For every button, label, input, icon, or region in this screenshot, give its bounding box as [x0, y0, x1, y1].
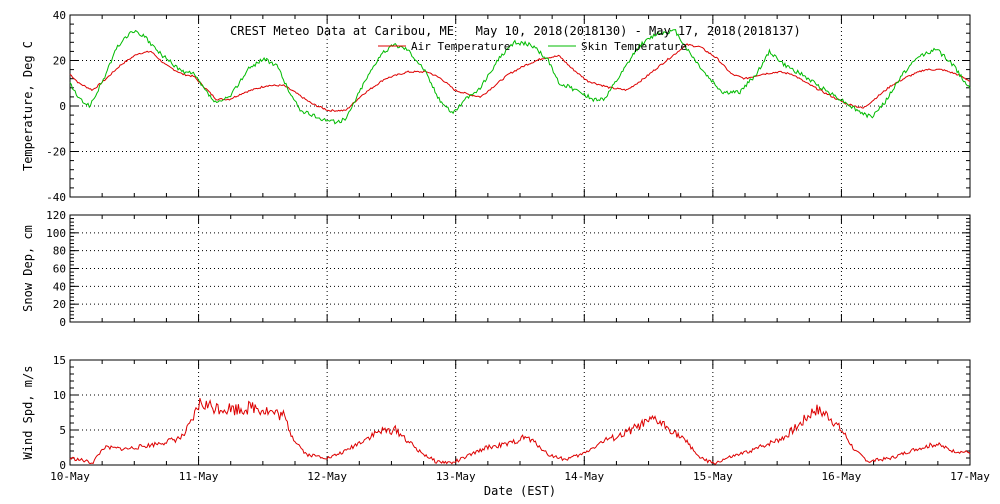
x-tick-label: 12-May — [307, 470, 347, 483]
y-tick-label: 120 — [46, 209, 66, 222]
y-tick-label: 15 — [53, 354, 66, 367]
y-tick-label: 0 — [59, 316, 66, 329]
y-tick-label: 0 — [59, 459, 66, 472]
x-tick-label: 14-May — [564, 470, 604, 483]
x-tick-label: 11-May — [179, 470, 219, 483]
y-tick-label: -40 — [46, 191, 66, 204]
x-tick-label: 17-May — [950, 470, 990, 483]
x-tick-label: 16-May — [822, 470, 862, 483]
series-skin-temperature — [69, 29, 971, 125]
y-axis-label: Wind Spd, m/s — [21, 366, 35, 460]
y-tick-label: 0 — [59, 100, 66, 113]
y-axis-label: Snow Dep, cm — [21, 225, 35, 312]
y-tick-label: 60 — [53, 263, 66, 276]
x-axis-label: Date (EST) — [484, 484, 556, 498]
y-tick-label: -20 — [46, 146, 66, 159]
y-tick-label: 5 — [59, 424, 66, 437]
y-tick-label: 100 — [46, 227, 66, 240]
y-tick-label: 10 — [53, 389, 66, 402]
x-tick-label: 10-May — [50, 470, 90, 483]
y-tick-label: 40 — [53, 280, 66, 293]
y-tick-label: 80 — [53, 245, 66, 258]
series-wind-speed — [69, 397, 971, 465]
y-tick-label: 20 — [53, 55, 66, 68]
panel-frame — [69, 359, 971, 466]
y-tick-label: 40 — [53, 9, 66, 22]
legend-label: Air Temperature — [411, 40, 510, 53]
chart-title: CREST Meteo Data at Caribou, ME May 10, … — [230, 24, 801, 38]
y-axis-label: Temperature, Deg C — [21, 41, 35, 171]
y-tick-label: 20 — [53, 298, 66, 311]
legend-label: Skin Temperature — [581, 40, 687, 53]
x-tick-label: 13-May — [436, 470, 476, 483]
series-air-temperature — [69, 43, 971, 113]
x-tick-label: 15-May — [693, 470, 733, 483]
